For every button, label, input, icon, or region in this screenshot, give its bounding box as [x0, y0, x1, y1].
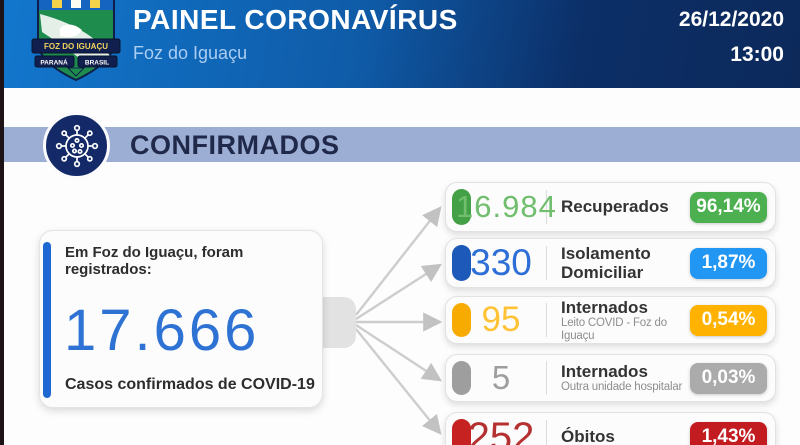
stat-row-obitos: 252 Óbitos 1,43% — [445, 412, 776, 445]
report-time: 13:00 — [730, 43, 784, 66]
summary-caption: Casos confirmados de COVID-19 — [65, 376, 315, 393]
page-subtitle: Foz do Iguaçu — [133, 43, 248, 63]
percent-badge: 0,03% — [690, 362, 767, 394]
stat-pill — [452, 189, 471, 225]
section-band — [0, 127, 800, 162]
stat-pill — [452, 361, 471, 395]
stat-value: 95 — [481, 300, 521, 339]
section-title: CONFIRMADOS — [130, 130, 340, 160]
divider — [546, 361, 547, 395]
header: FOZ DO IGUAÇU PARANÁ BRASIL PAINEL CORON… — [0, 0, 800, 88]
summary-total: 17.666 — [64, 298, 260, 363]
divider — [546, 419, 547, 445]
percent-badge: 0,54% — [690, 304, 767, 336]
report-date: 26/12/2020 — [678, 8, 784, 31]
stat-pill — [452, 245, 471, 281]
percent-badge: 1,43% — [690, 421, 767, 445]
stat-value: 16.984 — [456, 189, 557, 224]
frame-edge — [0, 0, 4, 445]
stat-value: 330 — [470, 242, 532, 283]
stat-value: 5 — [491, 359, 511, 396]
summary-intro: Em Foz do Iguaçu, foram registrados: — [65, 244, 244, 278]
city-crest-logo: FOZ DO IGUAÇU PARANÁ BRASIL — [31, 0, 121, 82]
percent-badge: 96,14% — [690, 191, 767, 223]
stat-pill — [452, 303, 471, 337]
stat-label: Internados — [561, 362, 648, 382]
summary-accent-bar — [43, 242, 51, 398]
divider — [546, 245, 547, 281]
divider — [546, 189, 547, 225]
stat-row-isolamento: 330 Isolamento Domiciliar 1,87% — [445, 238, 776, 288]
divider — [546, 303, 547, 337]
stat-value: 252 — [467, 414, 535, 445]
percent-badge: 1,87% — [690, 247, 767, 279]
stat-sublabel: Leito COVID - Foz do Iguaçu — [561, 316, 667, 342]
stat-row-internados-covid: 95 Internados Leito COVID - Foz do Iguaç… — [445, 296, 776, 344]
connector-nub — [318, 297, 356, 348]
crest-state-name: PARANÁ — [40, 58, 68, 67]
stat-row-internados-outra: 5 Internados Outra unidade hospitalar 0,… — [445, 354, 776, 402]
stat-label: Internados — [561, 297, 648, 317]
section-icon-circle — [43, 112, 110, 179]
connector-arrows — [355, 206, 443, 435]
stat-label: Recuperados — [561, 197, 669, 217]
stat-label: Isolamento Domiciliar — [561, 243, 651, 282]
stat-pill — [452, 419, 471, 445]
stat-label: Óbitos — [561, 427, 615, 445]
stat-row-recuperados: 16.984 Recuperados 96,14% — [445, 182, 776, 232]
page-title: PAINEL CORONAVÍRUS — [133, 4, 458, 35]
crest-city-name: FOZ DO IGUAÇU — [44, 42, 108, 51]
stats-column: 16.984 Recuperados 96,14% 330 Isolamento… — [445, 0, 776, 445]
crest-country-name: BRASIL — [85, 60, 109, 67]
summary-card: Em Foz do Iguaçu, foram registrados: 17.… — [39, 230, 323, 408]
stat-sublabel: Outra unidade hospitalar — [561, 381, 683, 394]
virus-icon — [55, 124, 98, 167]
